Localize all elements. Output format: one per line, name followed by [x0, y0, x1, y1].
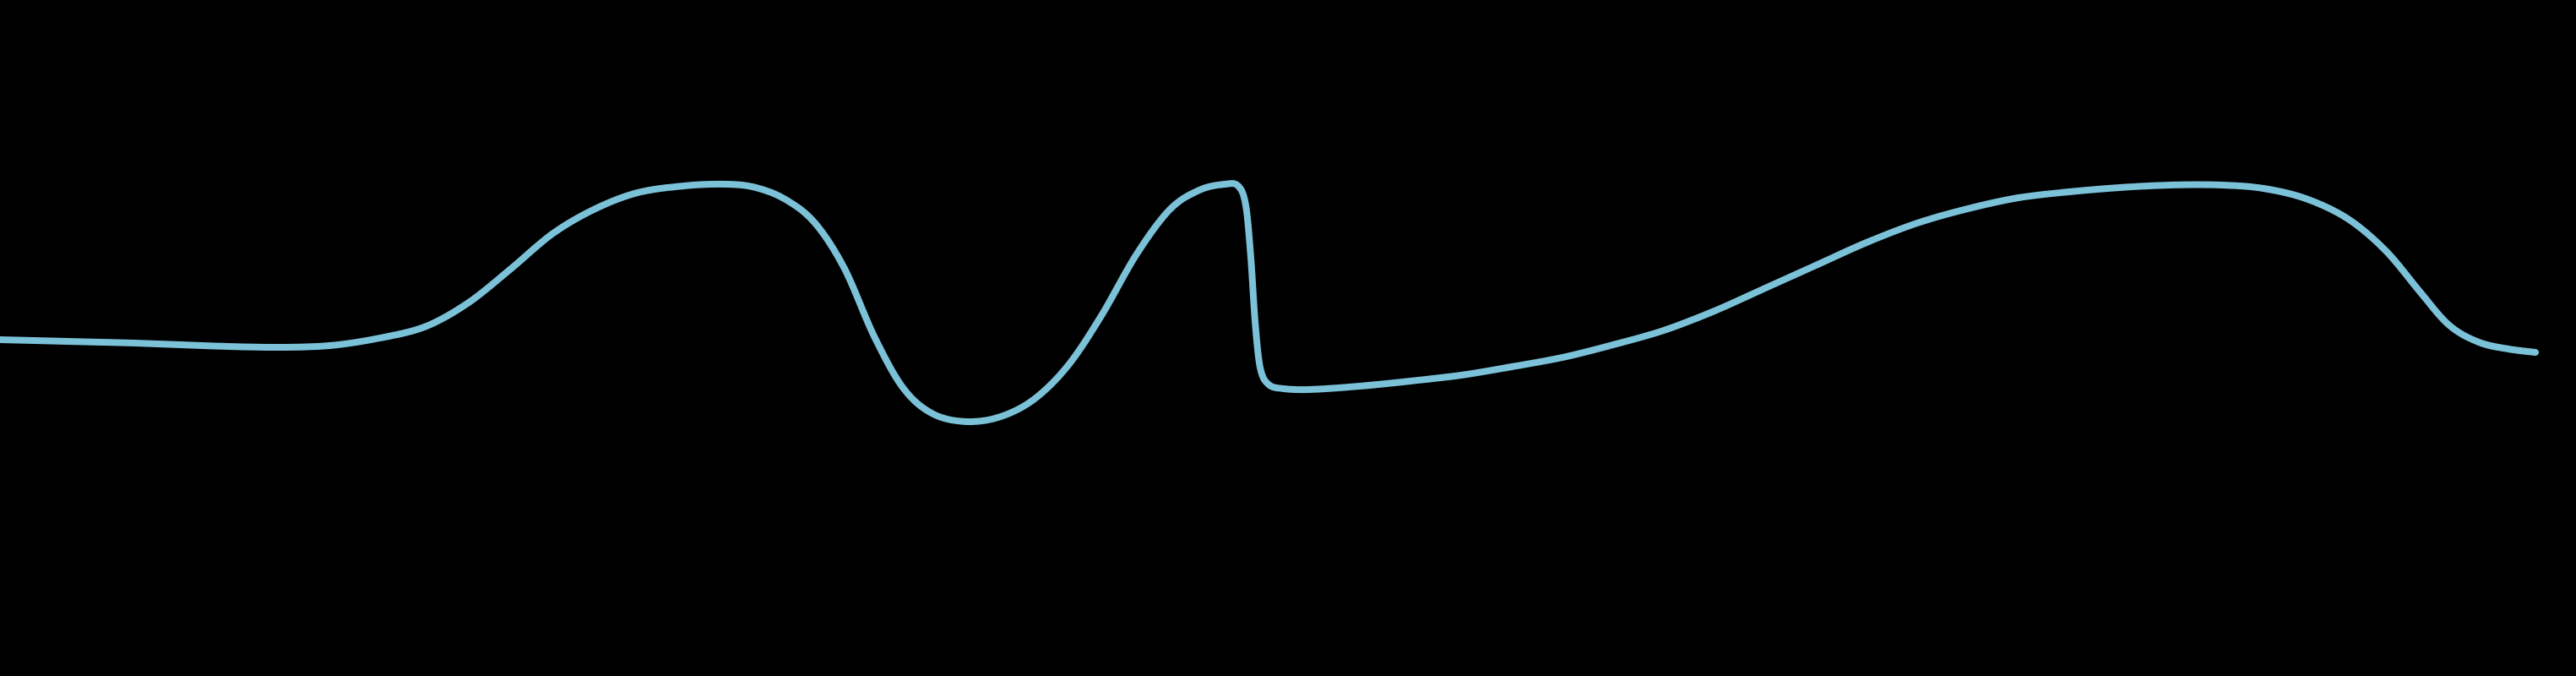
waveform-line [0, 180, 2539, 426]
